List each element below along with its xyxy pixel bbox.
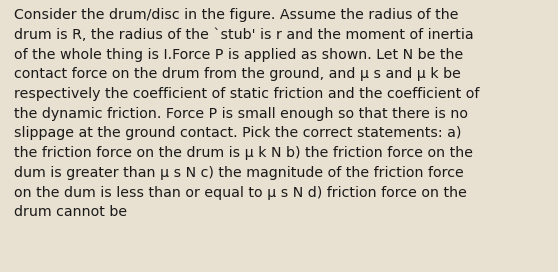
- Text: Consider the drum/disc in the figure. Assume the radius of the
drum is R, the ra: Consider the drum/disc in the figure. As…: [14, 8, 479, 219]
